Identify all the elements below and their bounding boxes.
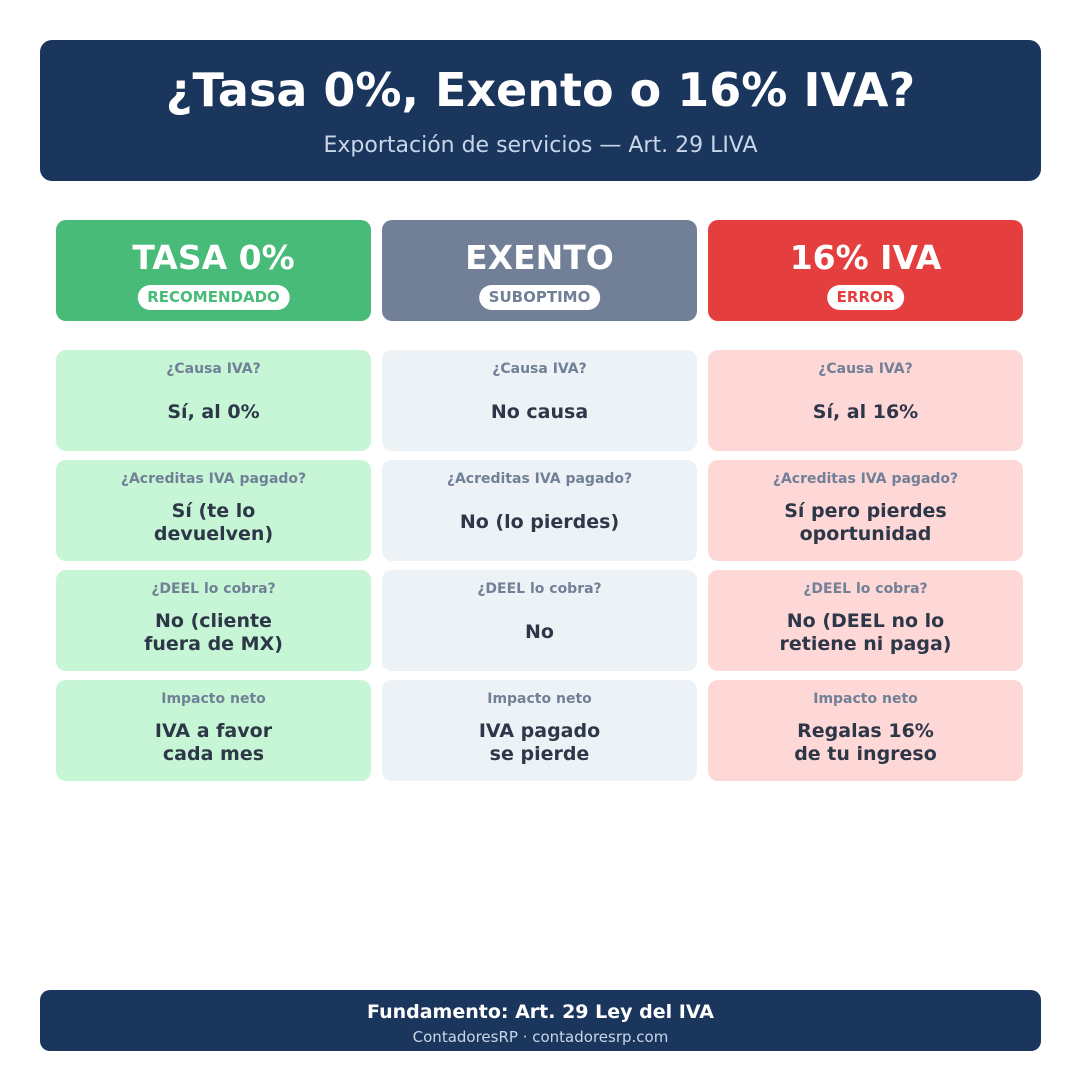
- comparison-cell: ¿Causa IVA? No causa: [382, 350, 697, 451]
- cell-question: Impacto neto: [161, 691, 266, 707]
- column-header-16-iva: 16% IVA ERROR: [708, 220, 1023, 321]
- cell-answer: No (DEEL no lo retiene ni paga): [779, 609, 952, 655]
- comparison-cell: ¿DEEL lo cobra? No: [382, 570, 697, 671]
- cell-question: ¿Acreditas IVA pagado?: [772, 471, 959, 487]
- cell-answer: No (lo pierdes): [459, 511, 620, 533]
- status-badge: SUBOPTIMO: [478, 285, 601, 310]
- cell-answer: No: [525, 621, 554, 643]
- comparison-cell: ¿Causa IVA? Sí, al 0%: [56, 350, 371, 451]
- credit-line: ContadoresRP · contadoresrp.com: [412, 1028, 669, 1046]
- page-subtitle: Exportación de servicios — Art. 29 LIVA: [323, 133, 758, 158]
- cell-answer: Sí, al 16%: [812, 401, 919, 423]
- column-header-tasa-0: TASA 0% RECOMENDADO: [56, 220, 371, 321]
- cell-question: ¿DEEL lo cobra?: [151, 581, 276, 597]
- comparison-cell: ¿Acreditas IVA pagado? Sí pero pierdes o…: [708, 460, 1023, 561]
- cell-answer: Regalas 16% de tu ingreso: [794, 719, 937, 765]
- cell-question: ¿Acreditas IVA pagado?: [120, 471, 307, 487]
- status-badge: RECOMENDADO: [137, 285, 290, 310]
- cell-question: ¿Acreditas IVA pagado?: [446, 471, 633, 487]
- cell-answer: No causa: [490, 401, 589, 423]
- column-title: 16% IVA: [789, 238, 942, 277]
- cell-question: Impacto neto: [487, 691, 592, 707]
- column-title: EXENTO: [465, 238, 614, 277]
- header-banner: ¿Tasa 0%, Exento o 16% IVA? Exportación …: [40, 40, 1041, 181]
- status-badge: ERROR: [826, 285, 905, 310]
- legal-basis: Fundamento: Art. 29 Ley del IVA: [367, 1001, 714, 1023]
- column-header-exento: EXENTO SUBOPTIMO: [382, 220, 697, 321]
- cell-question: ¿Causa IVA?: [818, 361, 913, 377]
- cell-answer: Sí (te lo devuelven): [153, 499, 274, 545]
- column-title: TASA 0%: [132, 238, 295, 277]
- cell-question: ¿DEEL lo cobra?: [477, 581, 602, 597]
- comparison-cell: Impacto neto Regalas 16% de tu ingreso: [708, 680, 1023, 781]
- comparison-cell: Impacto neto IVA a favor cada mes: [56, 680, 371, 781]
- cell-question: ¿Causa IVA?: [166, 361, 261, 377]
- comparison-cell: ¿DEEL lo cobra? No (cliente fuera de MX): [56, 570, 371, 671]
- comparison-cell: ¿Causa IVA? Sí, al 16%: [708, 350, 1023, 451]
- cell-answer: Sí pero pierdes oportunidad: [784, 499, 947, 545]
- cell-question: Impacto neto: [813, 691, 918, 707]
- comparison-cell: ¿DEEL lo cobra? No (DEEL no lo retiene n…: [708, 570, 1023, 671]
- cell-question: ¿Causa IVA?: [492, 361, 587, 377]
- cell-answer: IVA pagado se pierde: [478, 719, 601, 765]
- cell-answer: IVA a favor cada mes: [154, 719, 273, 765]
- comparison-cell: ¿Acreditas IVA pagado? Sí (te lo devuelv…: [56, 460, 371, 561]
- cell-question: ¿DEEL lo cobra?: [803, 581, 928, 597]
- page-title: ¿Tasa 0%, Exento o 16% IVA?: [165, 63, 916, 117]
- comparison-cell: ¿Acreditas IVA pagado? No (lo pierdes): [382, 460, 697, 561]
- footer-banner: Fundamento: Art. 29 Ley del IVA Contador…: [40, 990, 1041, 1051]
- cell-answer: Sí, al 0%: [167, 401, 260, 423]
- cell-answer: No (cliente fuera de MX): [144, 609, 283, 655]
- comparison-cell: Impacto neto IVA pagado se pierde: [382, 680, 697, 781]
